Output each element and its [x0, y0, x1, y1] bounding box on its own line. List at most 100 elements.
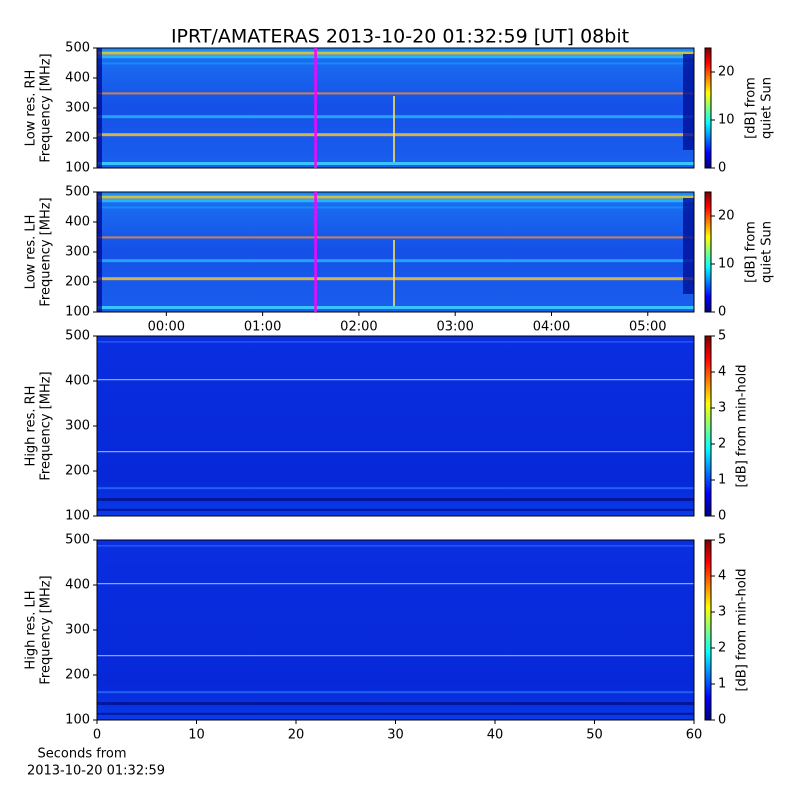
y-tick-label: 300: [65, 101, 90, 116]
y-tick-label: 100: [65, 713, 90, 728]
y-tick-label: 400: [65, 578, 90, 593]
colorbar-tick-label: 0: [718, 305, 726, 320]
texture: [97, 62, 694, 65]
x-tick-label: 01:00: [244, 320, 281, 335]
texture: [97, 702, 694, 705]
y-tick-label: 300: [65, 245, 90, 260]
colorbar: [704, 335, 712, 517]
texture: [97, 199, 694, 203]
colorbar-tick-label: 5: [718, 533, 726, 548]
spectrogram-image: [97, 192, 694, 312]
texture: [97, 655, 694, 657]
y-tick-label: 200: [65, 464, 90, 479]
spectrogram-image: [97, 336, 694, 516]
colorbar-label: [dB] from: [744, 77, 759, 139]
colorbar-tick-label: 2: [718, 641, 726, 656]
colorbar-tick-label: 3: [718, 401, 726, 416]
spectrogram-image: [97, 540, 694, 720]
y-tick-label: 300: [65, 623, 90, 638]
texture: [97, 691, 694, 694]
x-tick-label: 60: [686, 728, 703, 743]
y-tick-label: 200: [65, 131, 90, 146]
texture: [97, 259, 694, 263]
colorbar-label: [dB] from min-hold: [735, 364, 750, 487]
y-tick-label: 200: [65, 275, 90, 290]
texture: [97, 508, 694, 511]
colorbar-tick-label: 20: [718, 209, 735, 224]
figure-title: IPRT/AMATERAS 2013-10-20 01:32:59 [UT] 0…: [171, 26, 629, 48]
y-axis-label: Frequency [MHz]: [39, 371, 54, 480]
y-tick-label: 100: [65, 509, 90, 524]
y-axis-label: Low res. RH: [24, 70, 39, 147]
texture: [97, 51, 694, 55]
texture: [97, 192, 102, 312]
x-axis-label: Seconds from: [37, 747, 126, 762]
colorbar-tick-label: 4: [718, 569, 726, 584]
colorbar-tick-label: 5: [718, 329, 726, 344]
texture: [97, 92, 694, 95]
x-axis-label: 2013-10-20 01:32:59: [27, 764, 165, 779]
x-tick-label: 00:00: [148, 320, 185, 335]
y-tick-label: 400: [65, 215, 90, 230]
texture: [97, 195, 694, 199]
y-tick-label: 400: [65, 71, 90, 86]
texture: [97, 451, 694, 453]
x-tick-label: 30: [387, 728, 404, 743]
texture: [97, 306, 694, 309]
y-axis-label: High res. RH: [24, 386, 39, 467]
x-tick-label: 40: [487, 728, 504, 743]
colorbar-label: quiet Sun: [760, 221, 775, 283]
texture: [97, 133, 694, 137]
x-tick-label: 20: [288, 728, 305, 743]
texture: [97, 162, 694, 165]
y-tick-label: 500: [65, 185, 90, 200]
colorbar-tick-label: 4: [718, 365, 726, 380]
texture: [393, 240, 395, 306]
colorbar: [704, 191, 712, 313]
y-axis-label: Frequency [MHz]: [39, 197, 54, 306]
colorbar-tick-label: 20: [718, 65, 735, 80]
x-tick-label: 0: [93, 728, 101, 743]
spectrogram-image: [97, 48, 694, 168]
x-tick-label: 03:00: [436, 320, 473, 335]
y-tick-label: 400: [65, 374, 90, 389]
y-tick-label: 100: [65, 161, 90, 176]
y-axis-label: Frequency [MHz]: [39, 53, 54, 162]
y-axis-label: High res. LH: [24, 590, 39, 669]
texture: [97, 55, 694, 59]
texture: [97, 206, 694, 209]
colorbar-tick-label: 2: [718, 437, 726, 452]
y-tick-label: 100: [65, 305, 90, 320]
x-tick-label: 50: [586, 728, 603, 743]
colorbar-label: [dB] from: [744, 221, 759, 283]
y-tick-label: 500: [65, 41, 90, 56]
colorbar-label: quiet Sun: [760, 77, 775, 139]
colorbar: [704, 539, 712, 721]
colorbar-tick-label: 10: [718, 257, 735, 272]
x-tick-label: 04:00: [533, 320, 570, 335]
texture: [97, 341, 694, 343]
texture: [97, 379, 694, 381]
texture: [683, 54, 694, 150]
texture: [683, 198, 694, 294]
x-tick-label: 10: [188, 728, 205, 743]
colorbar-tick-label: 3: [718, 605, 726, 620]
texture: [97, 583, 694, 585]
x-tick-label: 02:00: [340, 320, 377, 335]
y-axis-label: Low res. LH: [24, 215, 39, 290]
texture: [97, 498, 694, 501]
colorbar: [704, 47, 712, 169]
y-tick-label: 200: [65, 668, 90, 683]
y-tick-label: 500: [65, 329, 90, 344]
texture: [97, 712, 694, 715]
texture: [97, 236, 694, 239]
texture: [97, 115, 694, 119]
y-tick-label: 300: [65, 419, 90, 434]
colorbar-tick-label: 0: [718, 161, 726, 176]
texture: [393, 96, 395, 162]
texture: [97, 277, 694, 281]
texture: [97, 487, 694, 490]
texture: [97, 48, 102, 168]
